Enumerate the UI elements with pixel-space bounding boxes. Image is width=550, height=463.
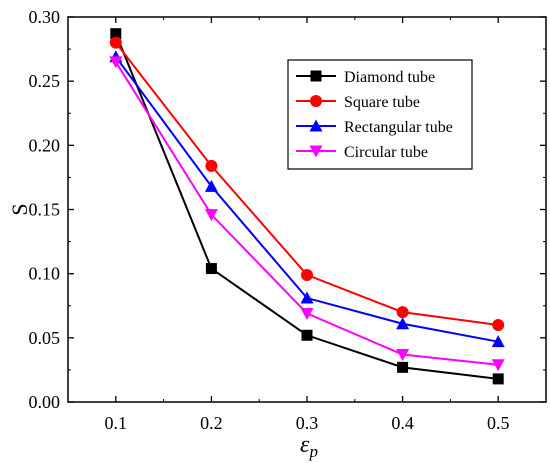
data-point — [492, 373, 504, 385]
data-point — [205, 263, 217, 275]
series-1 — [109, 36, 505, 331]
legend-label: Rectangular tube — [344, 119, 453, 136]
data-point — [397, 361, 409, 373]
legend: Diamond tube Square tube Rectangular tube C… — [287, 59, 473, 170]
data-point — [300, 291, 314, 304]
x-tick-label: 0.2 — [200, 413, 223, 433]
y-tick-label: 0.30 — [29, 7, 61, 27]
data-point — [491, 335, 505, 348]
legend-marker — [309, 119, 323, 132]
data-point — [204, 179, 218, 192]
legend-marker — [309, 145, 323, 158]
legend-label: Diamond tube — [344, 69, 435, 86]
data-point — [492, 319, 505, 331]
data-point — [491, 359, 505, 372]
data-point — [109, 56, 123, 69]
series-0 — [110, 28, 504, 385]
y-tick-label: 0.00 — [29, 392, 61, 412]
y-axis-title: S — [7, 203, 32, 215]
x-tick-label: 0.1 — [105, 413, 128, 433]
y-tick-label: 0.05 — [29, 328, 61, 348]
y-tick-label: 0.20 — [29, 135, 61, 155]
legend-marker — [310, 70, 322, 82]
x-tick-label: 0.3 — [296, 413, 319, 433]
series-3 — [109, 56, 505, 372]
data-point — [396, 306, 409, 319]
axes: 0.00 0.05 0.10 0.15 0.20 0.25 0.30 0.1 0.2 0.3 0.4… — [29, 7, 547, 433]
series-layer — [109, 28, 505, 385]
x-tick-label: 0.4 — [391, 413, 414, 433]
data-point — [109, 36, 122, 49]
x-tick-label: 0.5 — [487, 413, 510, 433]
data-point — [110, 28, 122, 40]
data-point — [396, 317, 410, 330]
legend-label: Circular tube — [344, 144, 428, 161]
y-tick-label: 0.25 — [29, 71, 61, 91]
data-point — [300, 307, 314, 320]
data-point — [204, 209, 218, 222]
data-point — [301, 268, 313, 281]
legend-marker — [310, 95, 322, 107]
x-axis-title: εp — [300, 432, 318, 461]
data-point — [301, 329, 313, 341]
data-point — [396, 349, 410, 362]
legend-label: Square tube — [344, 94, 420, 111]
y-tick-label: 0.15 — [29, 200, 61, 220]
data-point — [205, 159, 218, 172]
y-tick-label: 0.10 — [29, 264, 61, 284]
